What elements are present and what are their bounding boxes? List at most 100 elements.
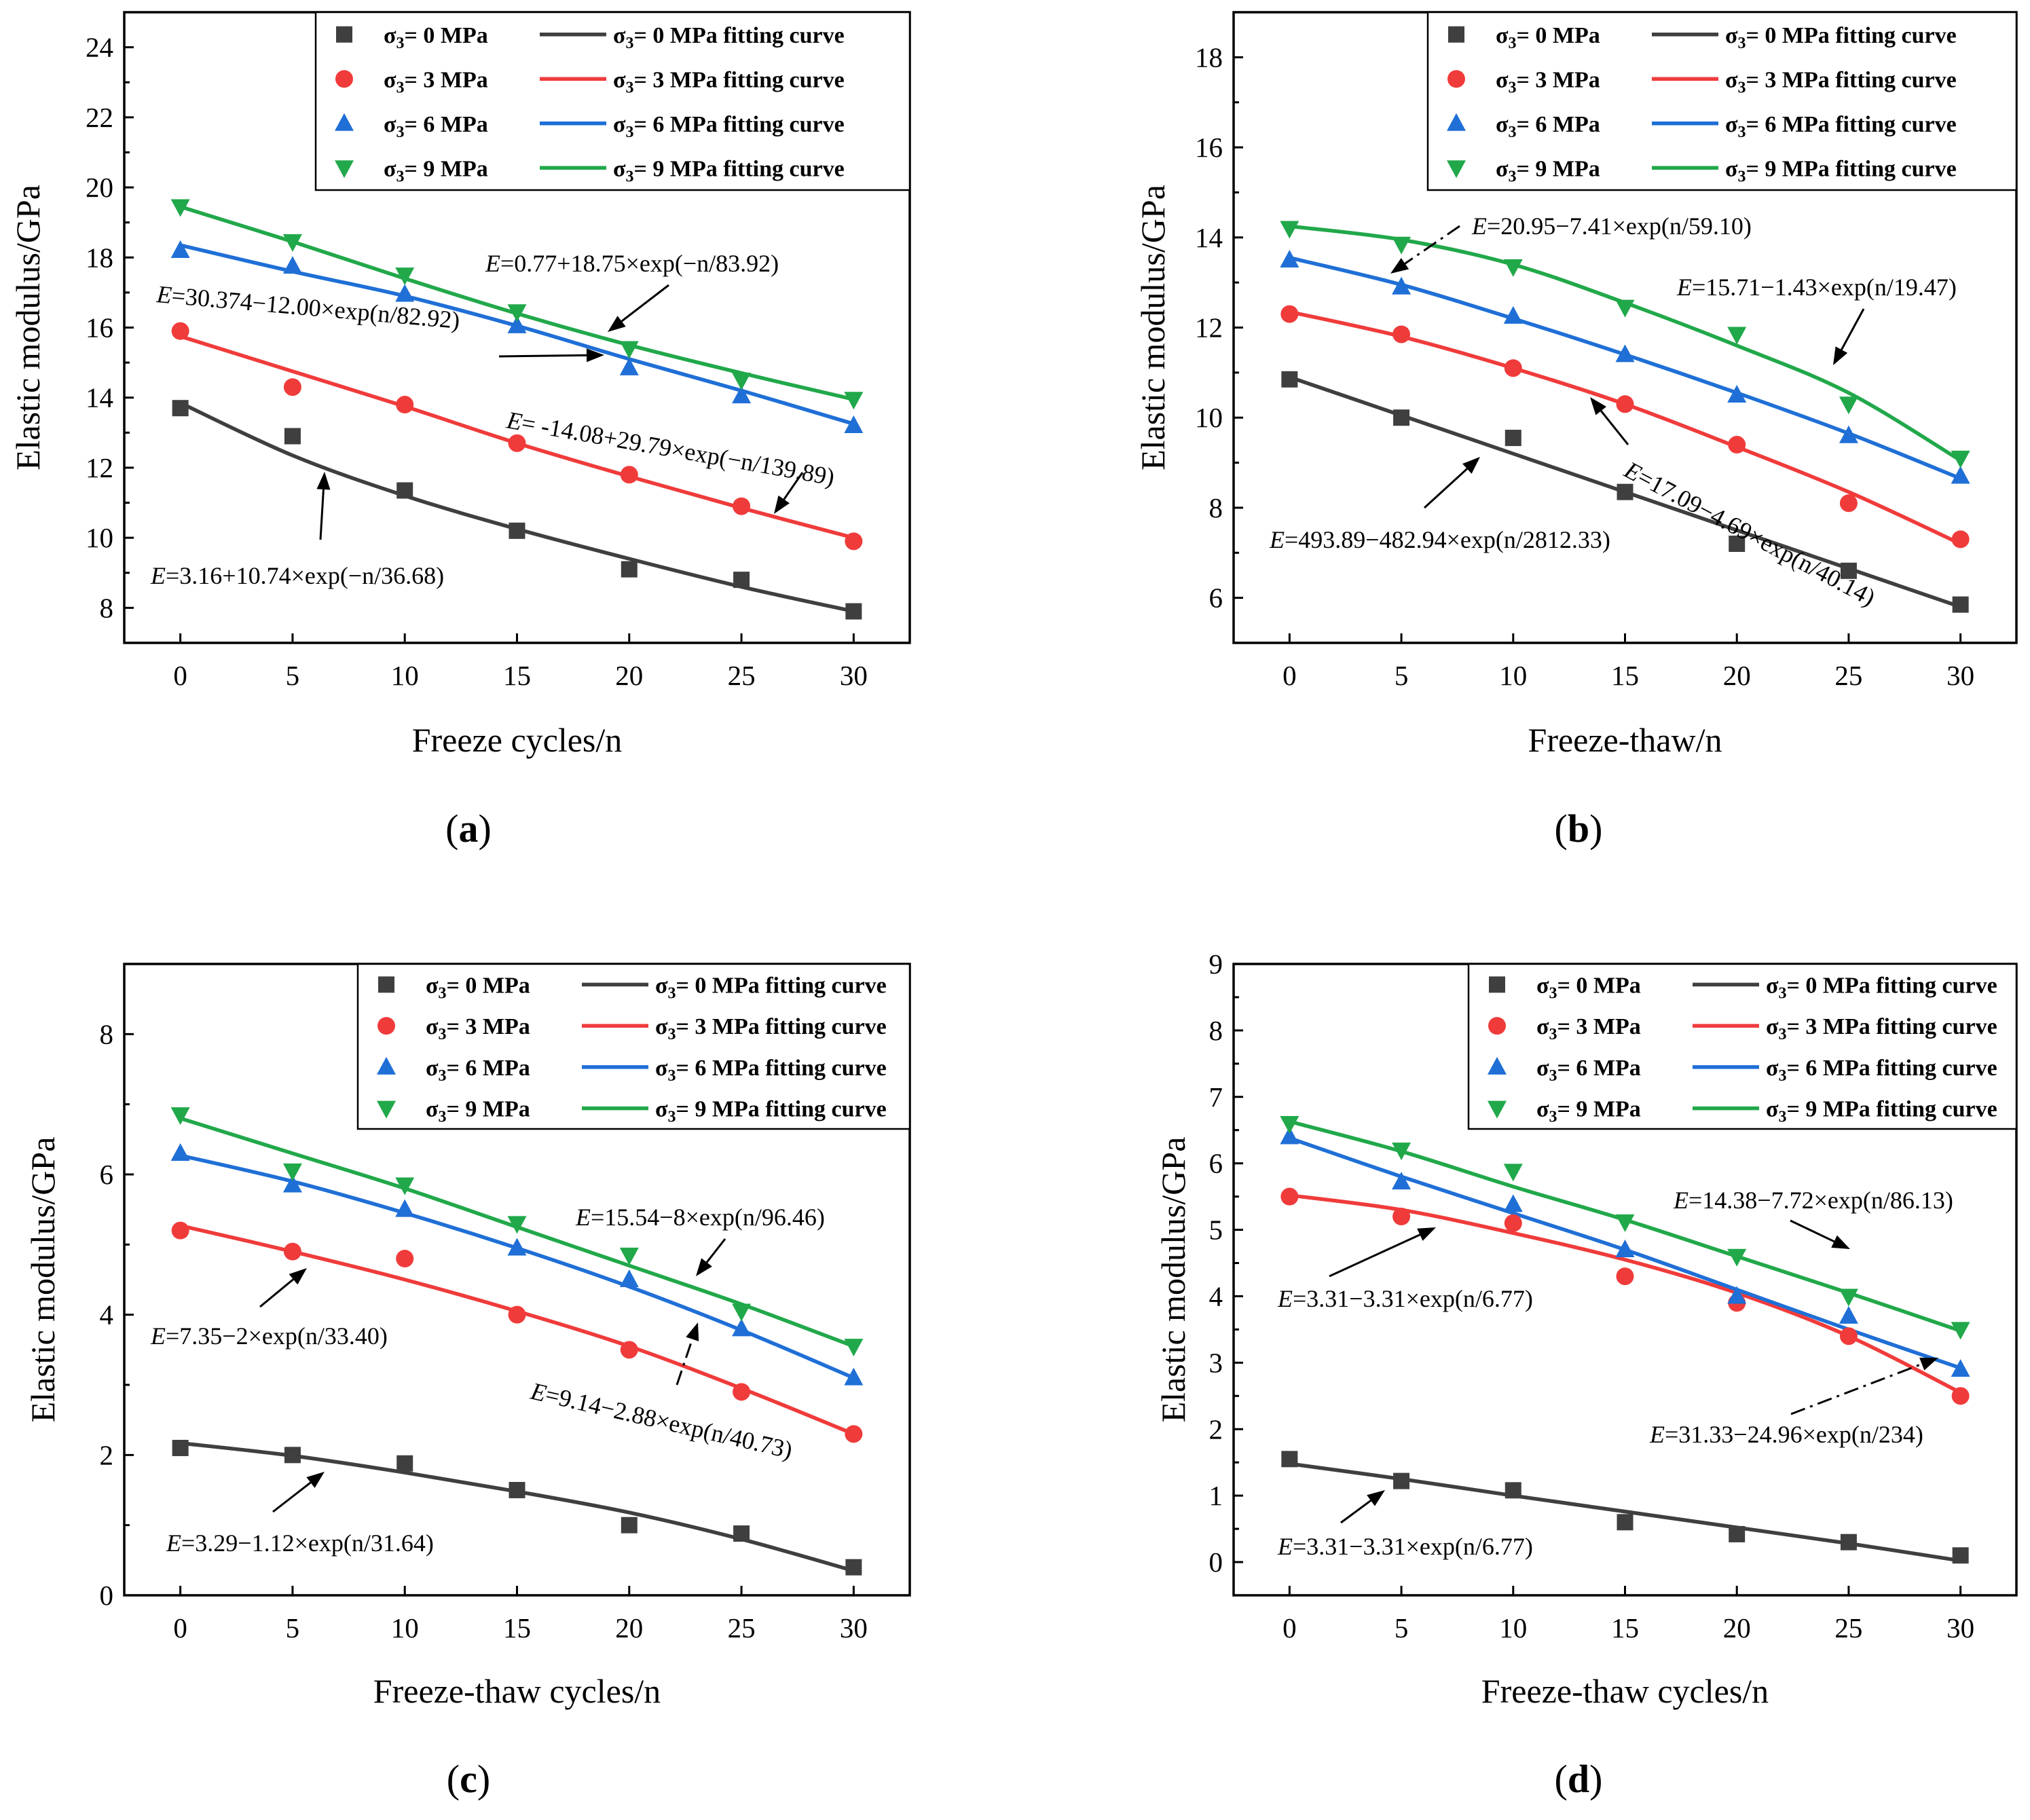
data-point xyxy=(1615,1239,1635,1257)
data-point xyxy=(1615,344,1635,363)
data-point xyxy=(1280,1115,1299,1134)
x-tick-label: 25 xyxy=(1834,660,1862,691)
data-point xyxy=(1951,466,1970,484)
data-point xyxy=(732,372,752,390)
data-point xyxy=(396,1455,413,1472)
legend-fit-label: σ3= 3 MPa fitting curve xyxy=(655,1014,887,1043)
x-tick-label: 25 xyxy=(1834,1612,1862,1643)
y-tick-label: 10 xyxy=(1195,402,1223,433)
data-point xyxy=(844,1339,864,1357)
data-point xyxy=(1615,1214,1635,1232)
data-point xyxy=(1840,1534,1857,1550)
data-point xyxy=(1280,305,1299,323)
y-tick-label: 6 xyxy=(100,1159,114,1190)
data-point xyxy=(1505,1482,1521,1499)
y-tick-label: 14 xyxy=(86,382,113,413)
data-point xyxy=(396,396,414,414)
legend-label: σ3= 3 MPa xyxy=(426,1014,530,1043)
arrow-head xyxy=(1833,346,1848,365)
legend-marker xyxy=(377,1100,396,1119)
legend xyxy=(356,963,911,1130)
annotation-arrow xyxy=(1340,1490,1385,1524)
arrow-head xyxy=(1919,1357,1938,1371)
arrow-shaft xyxy=(1340,1500,1371,1524)
data-point xyxy=(1392,325,1411,343)
arrow-shaft xyxy=(1790,1219,1835,1243)
legend-marker xyxy=(1489,976,1505,993)
x-tick-label: 5 xyxy=(1395,660,1409,691)
panel-label: (d) xyxy=(1555,1757,1603,1801)
legend-label: σ3= 6 MPa xyxy=(1496,112,1600,141)
x-tick-label: 30 xyxy=(840,660,868,691)
y-tick-label: 22 xyxy=(86,102,113,133)
legend-label: σ3= 3 MPa xyxy=(1496,67,1600,96)
data-point xyxy=(732,1318,752,1337)
data-point xyxy=(620,1341,638,1359)
data-point xyxy=(1393,409,1410,426)
y-tick-label: 20 xyxy=(86,172,113,203)
x-tick-label: 15 xyxy=(1611,1612,1639,1643)
annotation-arrow xyxy=(1390,225,1460,274)
data-point xyxy=(507,304,527,322)
y-axis-title: Elastic modulus/GPa xyxy=(24,1137,62,1423)
arrow-head xyxy=(1462,457,1480,474)
annotation-arrow xyxy=(608,284,669,332)
annotation-arrow xyxy=(1833,308,1865,365)
x-tick-label: 0 xyxy=(1282,1612,1297,1643)
panel-b: 0 5 10 15 20 25 30 6 8 10 12 14 16 18 Freeze-thaw/n Ela… xyxy=(1134,11,2018,851)
y-tick-label: 4 xyxy=(100,1299,114,1331)
y-tick-label: 0 xyxy=(1209,1546,1223,1578)
data-point xyxy=(1840,562,1857,579)
data-point xyxy=(1729,536,1746,553)
panel-d: 0 5 10 15 20 25 30 0 1 2 3 4 5 6 7 8 9 Freeze-thaw cycles… xyxy=(1154,948,2018,1801)
data-point xyxy=(621,1517,638,1534)
data-point xyxy=(396,1250,414,1267)
x-tick-label: 10 xyxy=(391,660,419,691)
legend-fit-label: σ3= 9 MPa fitting curve xyxy=(1725,156,1957,185)
arrow-shaft xyxy=(783,472,804,500)
x-tick-label: 10 xyxy=(391,1612,419,1643)
data-point xyxy=(1616,395,1634,413)
arrow-shaft xyxy=(621,284,669,322)
y-tick-label: 8 xyxy=(100,1018,114,1050)
data-point xyxy=(619,341,639,359)
y-tick-label: 6 xyxy=(1209,1148,1223,1179)
data-point xyxy=(1951,450,1970,468)
legend-label: σ3= 9 MPa xyxy=(1496,156,1600,185)
data-point xyxy=(733,1525,750,1542)
data-point xyxy=(1392,1208,1411,1225)
fit-equation: E=493.89−482.94×exp(n/2812.33) xyxy=(1269,526,1610,553)
x-tick-label: 5 xyxy=(1395,1612,1409,1643)
arrow-head xyxy=(289,1268,307,1285)
y-tick-label: 2 xyxy=(100,1439,114,1470)
x-tick-label: 20 xyxy=(1723,1612,1751,1643)
data-point xyxy=(733,497,751,515)
legend-fit-label: σ3= 6 MPa fitting curve xyxy=(1766,1056,1997,1085)
fit-equation: E=14.38−7.72×exp(n/86.13) xyxy=(1673,1187,1953,1214)
legend-marker xyxy=(336,26,352,43)
legend-label: σ3= 3 MPa xyxy=(1536,1014,1641,1043)
data-point xyxy=(1616,1267,1634,1286)
annotation-arrow xyxy=(1423,457,1480,509)
data-point xyxy=(845,1559,862,1576)
legend-marker xyxy=(1488,1056,1507,1075)
legend-marker xyxy=(335,160,354,179)
data-point xyxy=(1839,1305,1858,1324)
arrow-head xyxy=(586,348,604,363)
data-point xyxy=(1728,436,1746,454)
legend-fit-label: σ3= 3 MPa fitting curve xyxy=(1725,67,1957,96)
legend-marker xyxy=(335,70,353,88)
legend-marker xyxy=(377,1017,395,1035)
annotation-arrow xyxy=(676,1322,699,1386)
data-point xyxy=(845,1425,863,1443)
data-point xyxy=(845,532,863,551)
data-point xyxy=(282,1174,302,1193)
y-tick-label: 10 xyxy=(86,522,113,553)
y-tick-label: 8 xyxy=(100,592,114,623)
data-point xyxy=(508,434,526,452)
data-point xyxy=(172,400,189,417)
data-point xyxy=(1729,1525,1746,1542)
data-point xyxy=(1951,1322,1970,1340)
y-tick-label: 18 xyxy=(86,242,113,273)
data-point xyxy=(507,315,527,333)
